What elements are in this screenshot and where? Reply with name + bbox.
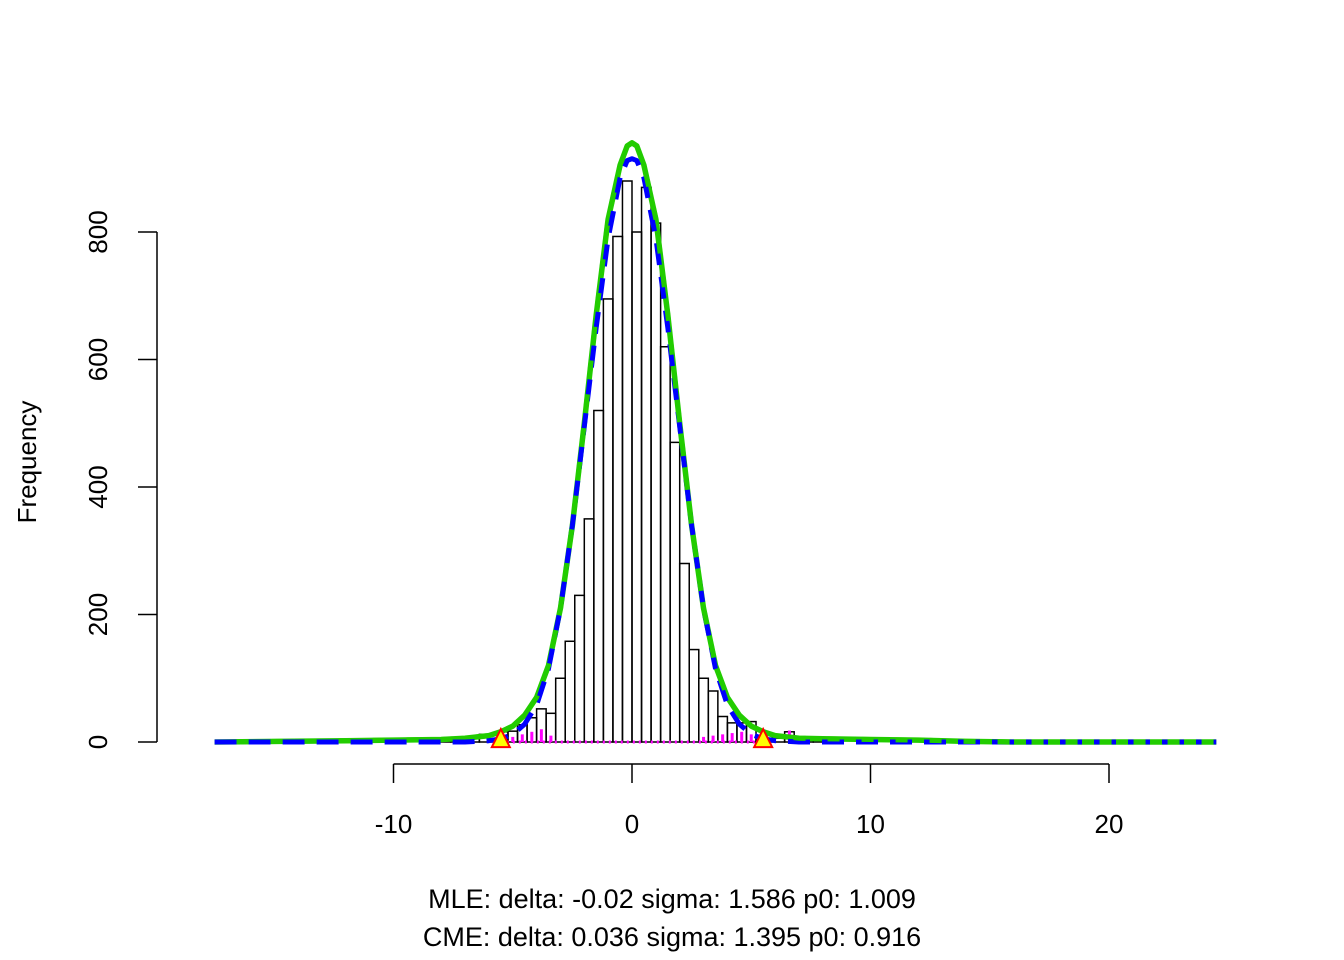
histogram-bar (593, 409, 605, 743)
histogram-bar (602, 298, 614, 743)
y-axis-label: Frequency (12, 401, 42, 524)
threshold-marker (752, 726, 774, 749)
fitted-curves (214, 139, 1217, 745)
histogram-bar (574, 594, 586, 743)
threshold-marker (490, 726, 512, 749)
green-solid-curve-overlay (214, 139, 1217, 745)
histogram-bar (640, 186, 652, 743)
histogram-bar (554, 677, 566, 743)
y-tick-label: 0 (83, 735, 113, 749)
histogram-bar (659, 346, 671, 743)
cme-caption: CME: delta: 0.036 sigma: 1.395 p0: 0.916 (422, 922, 922, 952)
histogram-bar (621, 180, 633, 743)
histogram-bar (650, 222, 662, 743)
y-axis: 0 200 400 600 800 (83, 210, 158, 749)
green-solid-curve (214, 140, 1217, 745)
histogram-bar (564, 640, 576, 743)
x-tick-label: 20 (1095, 809, 1124, 839)
y-tick-label: 400 (83, 465, 113, 508)
y-tick-label: 800 (83, 210, 113, 253)
histogram-bars (440, 180, 824, 743)
histogram-bar (678, 562, 690, 743)
x-tick-label: 10 (856, 809, 885, 839)
histogram-bar (707, 690, 719, 743)
x-axis: -10 0 10 20 (375, 763, 1124, 839)
secondary-histogram-bars (500, 729, 791, 744)
histogram-bar (669, 441, 681, 743)
histogram-bar (688, 648, 700, 743)
histogram-bar (631, 231, 643, 743)
threshold-markers (490, 726, 774, 749)
mle-caption: MLE: delta: -0.02 sigma: 1.586 p0: 1.009 (428, 884, 916, 914)
x-tick-label: -10 (375, 809, 413, 839)
histogram-bar (698, 677, 710, 743)
y-tick-label: 600 (83, 338, 113, 381)
y-tick-label: 200 (83, 593, 113, 636)
histogram-bar (612, 235, 624, 743)
x-tick-label: 0 (625, 809, 639, 839)
histogram-bar (583, 518, 595, 743)
